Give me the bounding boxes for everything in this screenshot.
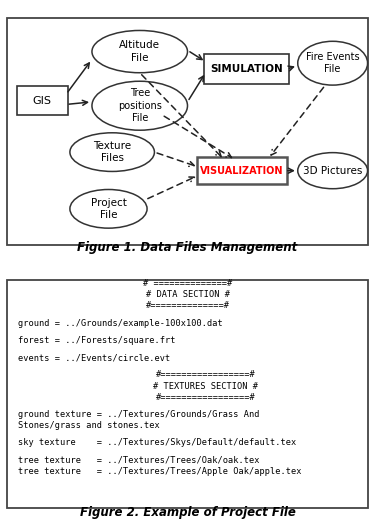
Ellipse shape [92, 31, 188, 73]
Text: GIS: GIS [33, 96, 52, 106]
Ellipse shape [70, 189, 147, 228]
Text: sky texture    = ../Textures/Skys/Default/default.tex: sky texture = ../Textures/Skys/Default/d… [18, 439, 297, 448]
Text: SIMULATION: SIMULATION [210, 64, 283, 74]
Text: Project
File: Project File [90, 198, 126, 220]
Ellipse shape [70, 133, 154, 171]
Ellipse shape [298, 153, 368, 189]
Text: #=================#: #=================# [156, 370, 256, 379]
Text: VISUALIZATION: VISUALIZATION [200, 166, 284, 176]
Text: Tree
positions
File: Tree positions File [118, 88, 162, 123]
Text: ground = ../Grounds/example-100x100.dat: ground = ../Grounds/example-100x100.dat [18, 319, 223, 328]
Text: Figure 2. Example of Project File: Figure 2. Example of Project File [80, 505, 296, 519]
Text: tree texture   = ../Textures/Trees/Apple Oak/apple.tex: tree texture = ../Textures/Trees/Apple O… [18, 467, 302, 476]
Text: Texture
Files: Texture Files [93, 141, 131, 163]
Text: tree texture   = ../Textures/Trees/Oak/oak.tex: tree texture = ../Textures/Trees/Oak/oak… [18, 456, 260, 465]
Text: # DATA SECTION #: # DATA SECTION # [146, 290, 230, 299]
Text: events = ../Events/circle.evt: events = ../Events/circle.evt [18, 353, 171, 362]
Text: #==============#: #==============# [146, 301, 230, 310]
FancyBboxPatch shape [8, 18, 368, 245]
Text: ground texture = ../Textures/Grounds/Grass And: ground texture = ../Textures/Grounds/Gra… [18, 410, 260, 419]
Text: forest = ../Forests/square.frt: forest = ../Forests/square.frt [18, 336, 176, 345]
FancyBboxPatch shape [196, 157, 287, 184]
Text: 3D Pictures: 3D Pictures [303, 166, 362, 176]
Text: # ==============#: # ==============# [143, 279, 232, 288]
Ellipse shape [92, 81, 188, 130]
FancyBboxPatch shape [204, 54, 289, 84]
Ellipse shape [298, 42, 368, 85]
Text: Fire Events
File: Fire Events File [306, 52, 360, 74]
Text: # TEXTURES SECTION #: # TEXTURES SECTION # [153, 381, 258, 391]
FancyBboxPatch shape [16, 86, 68, 115]
Text: Stones/grass and stones.tex: Stones/grass and stones.tex [18, 421, 160, 430]
Text: Altitude
File: Altitude File [119, 41, 160, 63]
FancyBboxPatch shape [8, 280, 368, 508]
Text: Figure 1. Data Files Management: Figure 1. Data Files Management [77, 241, 298, 254]
Text: #=================#: #=================# [156, 393, 256, 402]
